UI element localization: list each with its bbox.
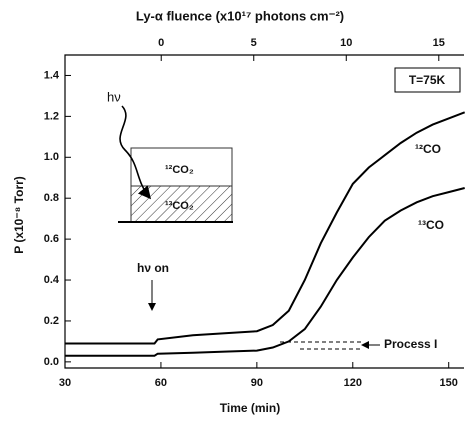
y-tick-label: 1.0: [44, 151, 59, 163]
y-tick-label: 0.2: [44, 315, 59, 327]
series-label: ¹²CO: [415, 142, 441, 156]
y-axis-title: P (x10⁻⁸ Torr): [12, 176, 26, 254]
x2-tick-label: 15: [433, 37, 445, 49]
y-tick-label: 1.4: [44, 69, 60, 81]
temp-label: T=75K: [409, 73, 446, 87]
hv-label: hν: [107, 89, 121, 104]
y-tick-label: 0.8: [44, 192, 59, 204]
y-tick-label: 0.4: [44, 274, 60, 286]
series-label: ¹³CO: [418, 218, 444, 232]
y-tick-label: 0.6: [44, 233, 59, 245]
y-tick-label: 1.2: [44, 110, 59, 122]
x-tick-label: 150: [440, 377, 458, 389]
x2-tick-label: 5: [251, 37, 257, 49]
x2-tick-label: 0: [158, 37, 164, 49]
inset: hν ¹²CO₂ ¹³CO₂: [107, 89, 233, 223]
temp-box: [394, 67, 461, 93]
series-line: [65, 111, 465, 345]
co2-13-label: ¹³CO₂: [165, 200, 194, 212]
y-tick-label: 0.0: [44, 356, 59, 368]
co2-12-layer: [130, 147, 233, 187]
co2-12-label: ¹²CO₂: [165, 164, 194, 176]
x2-tick-label: 10: [340, 37, 352, 49]
x-tick-label: 120: [344, 377, 362, 389]
x-tick-label: 60: [155, 377, 167, 389]
x-tick-label: 90: [251, 377, 263, 389]
hv-on-label: hν on: [137, 261, 169, 275]
x-axis-title: Time (min): [220, 401, 280, 415]
x2-axis-title: Ly-α fluence (x10¹⁷ photons cm⁻²): [136, 8, 344, 23]
series-line: [65, 187, 465, 357]
photon-arrow: [119, 105, 152, 200]
plot-frame: [64, 54, 464, 369]
x-tick-label: 30: [59, 377, 71, 389]
process-label: Process I: [384, 337, 437, 351]
